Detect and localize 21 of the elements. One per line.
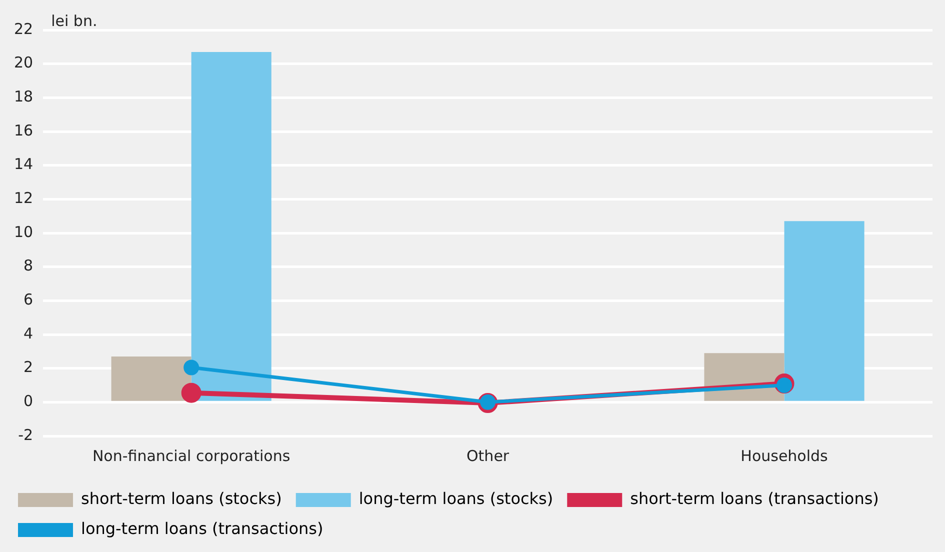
x-tick-label: Non-financial corporations (92, 446, 290, 465)
x-tick-label: Households (740, 446, 828, 465)
legend-label: long-term loans (stocks) (358, 489, 554, 508)
y-tick-label: 6 (24, 290, 34, 309)
y-tick-label: 20 (14, 54, 34, 72)
y-tick-label: 10 (14, 222, 34, 241)
y-tick-label: -2 (18, 426, 34, 444)
y-tick-label: 22 (14, 20, 34, 38)
legend-label: short-term loans (transactions) (630, 489, 879, 508)
y-tick-label: 0 (24, 392, 34, 410)
y-tick-label: 16 (14, 121, 34, 140)
legend-label: short-term loans (stocks) (81, 489, 282, 508)
y-axis-title: lei bn. (51, 12, 98, 30)
y-tick-label: 14 (14, 155, 34, 174)
y-tick-label: 8 (24, 256, 34, 275)
y-tick-label: 12 (14, 189, 34, 208)
y-tick-label: 4 (24, 324, 34, 342)
y-tick-label: 18 (14, 88, 34, 106)
legend-label: long-term loans (transactions) (81, 519, 324, 538)
x-tick-label: Other (466, 446, 510, 465)
y-tick-label: 2 (24, 358, 34, 376)
